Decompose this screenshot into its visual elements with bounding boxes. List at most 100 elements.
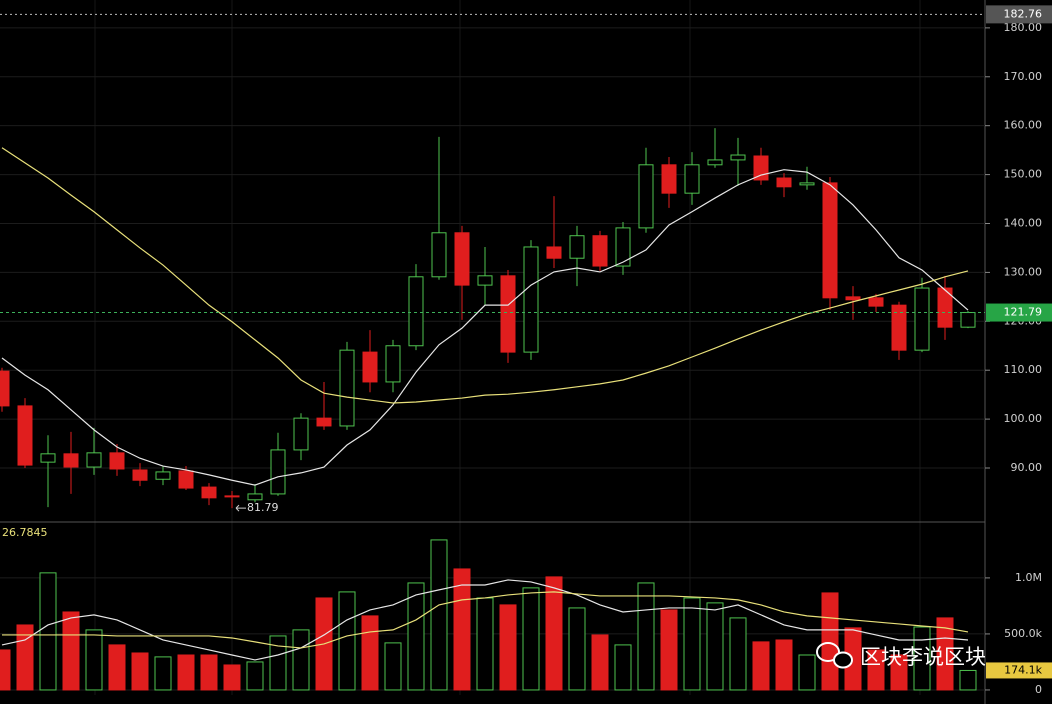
candle-body — [822, 182, 838, 299]
candle-body — [408, 276, 424, 347]
y-tick-label: 110.00 — [1004, 363, 1043, 376]
candle-body — [316, 417, 332, 427]
volume-bar — [959, 669, 977, 691]
candle-body — [477, 275, 493, 286]
candle-body — [960, 312, 976, 328]
high-marker-box — [986, 5, 1052, 24]
volume-bar — [269, 635, 287, 691]
volume-bar — [292, 629, 310, 691]
y-tick-label: 150.00 — [1004, 168, 1043, 181]
volume-bar — [913, 626, 931, 691]
candle-body — [500, 275, 516, 353]
wechat-icon — [833, 651, 853, 669]
candle-body — [661, 164, 677, 194]
moving-average — [1, 169, 969, 486]
y-tick-label: 1.0M — [1015, 571, 1042, 584]
last-volume-box — [986, 662, 1052, 679]
volume-bar — [476, 597, 494, 691]
volume-bar — [522, 587, 540, 691]
volume-bar — [361, 615, 379, 691]
candle-body — [17, 405, 33, 466]
volume-bar — [453, 568, 471, 691]
volume-bar — [246, 661, 264, 691]
candle-body — [569, 235, 585, 259]
last-price-label: 121.79 — [1004, 306, 1043, 319]
candle-body — [86, 452, 102, 468]
volume-bar — [0, 649, 11, 691]
candle-body — [63, 453, 79, 468]
candle-body — [845, 296, 861, 301]
candle-body — [270, 449, 286, 495]
volume-bar — [936, 617, 954, 691]
candle-body — [523, 246, 539, 353]
candle-body — [592, 235, 608, 267]
volume-bar — [154, 656, 172, 691]
volume-bar — [867, 649, 885, 691]
y-tick-label: 130.00 — [1004, 265, 1043, 278]
volume-bar — [568, 607, 586, 691]
volume-bar — [798, 654, 816, 691]
volume-bar — [706, 602, 724, 691]
volume-bar — [223, 664, 241, 691]
volume-bar — [430, 539, 448, 691]
candle-body — [247, 493, 263, 501]
watermark: 区块李说区块 — [816, 642, 986, 669]
candle-body — [454, 232, 470, 286]
y-tick-label: 100.00 — [1004, 412, 1043, 425]
y-tick-label: 140.00 — [1004, 216, 1043, 229]
candle-body — [224, 495, 240, 498]
candle-body — [132, 469, 148, 481]
y-tick-label: 180.00 — [1004, 21, 1043, 34]
volume-bar — [131, 652, 149, 691]
candle-body — [937, 287, 953, 328]
volume-bar — [683, 597, 701, 691]
low-marker-label: 81.79 — [247, 501, 279, 514]
volume-bar — [499, 604, 517, 691]
volume-bar — [62, 611, 80, 691]
y-tick-label: 170.00 — [1004, 70, 1043, 83]
candle-body — [730, 154, 746, 161]
candle-body — [753, 155, 769, 181]
candle-body — [546, 246, 562, 259]
volume-bar — [545, 576, 563, 691]
candle-body — [40, 453, 56, 463]
candle-body — [638, 164, 654, 229]
last-price-box — [986, 303, 1052, 322]
moving-average — [1, 147, 969, 404]
candle-body — [293, 417, 309, 451]
volume-bar — [338, 591, 356, 691]
watermark-text: 区块李说区块 — [860, 645, 986, 669]
y-tick-label: 160.00 — [1004, 119, 1043, 132]
volume-bar — [384, 642, 402, 691]
volume-bar — [85, 629, 103, 691]
candle-body — [891, 304, 907, 351]
candle-body — [385, 345, 401, 383]
candle-body — [178, 470, 194, 489]
volume-bar — [39, 572, 57, 691]
volume-bar — [775, 639, 793, 691]
moving-average — [1, 579, 969, 661]
volume-bar — [108, 644, 126, 691]
volume-bar — [407, 582, 425, 691]
y-tick-label: 90.00 — [1011, 461, 1043, 474]
candle-body — [799, 182, 815, 186]
high-marker-label: 182.76 — [1004, 7, 1043, 20]
candle-body — [362, 351, 378, 383]
volume-bar — [729, 617, 747, 691]
candle-body — [914, 287, 930, 351]
volume-bar — [890, 654, 908, 691]
low-arrow — [235, 504, 246, 512]
candle-body — [684, 164, 700, 194]
candle-body — [201, 486, 217, 499]
candle-body — [0, 370, 10, 407]
moving-average — [2, 591, 969, 649]
wechat-icon — [816, 642, 840, 662]
candle-body — [776, 177, 792, 188]
candle-body — [155, 471, 171, 480]
volume-bar — [591, 634, 609, 691]
volume-bar — [752, 641, 770, 691]
y-tick-label: 0 — [1035, 683, 1042, 696]
volume-bar — [614, 644, 632, 691]
candle-body — [339, 349, 355, 427]
y-tick-label: 500.0k — [1004, 627, 1042, 640]
